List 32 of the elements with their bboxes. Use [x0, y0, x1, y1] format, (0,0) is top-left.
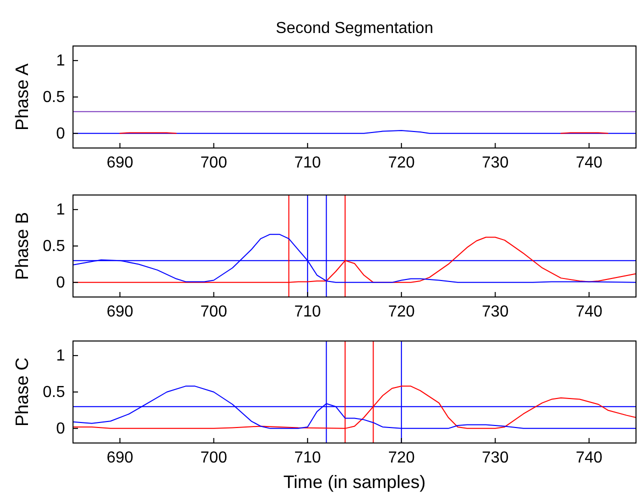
y-axis-title: Phase C [12, 357, 32, 427]
y-axis-title: Phase B [12, 212, 32, 280]
x-tick-label: 740 [576, 303, 603, 320]
x-tick-label: 720 [388, 154, 415, 172]
y-tick-label: 1 [56, 52, 66, 70]
y-tick-label: 0 [56, 274, 66, 292]
x-tick-label: 740 [576, 449, 603, 466]
chart-title: Second Segmentation [276, 20, 434, 37]
x-tick-label: 690 [106, 154, 134, 172]
x-tick-label: 730 [482, 154, 509, 172]
x-tick-label: 730 [482, 449, 509, 466]
x-tick-label: 700 [200, 154, 228, 172]
y-tick-label: 0.5 [42, 89, 66, 106]
x-tick-label: 710 [294, 154, 322, 172]
y-tick-label: 0 [56, 126, 66, 143]
x-axis-title: Time (in samples) [283, 472, 426, 492]
x-tick-label: 690 [106, 303, 134, 320]
y-tick-label: 0 [56, 420, 66, 438]
x-tick-label: 720 [388, 449, 415, 466]
x-tick-label: 730 [482, 303, 509, 320]
x-tick-label: 710 [294, 303, 322, 320]
x-tick-label: 710 [294, 449, 322, 466]
x-tick-label: 700 [200, 303, 228, 320]
y-axis-title: Phase A [12, 63, 32, 131]
y-tick-label: 1 [56, 202, 66, 219]
y-tick-label: 1 [56, 348, 66, 365]
x-tick-label: 720 [388, 303, 415, 320]
x-tick-label: 740 [576, 154, 603, 172]
y-tick-label: 0.5 [42, 384, 66, 402]
x-tick-label: 690 [106, 449, 134, 466]
y-tick-label: 0.5 [42, 238, 66, 256]
x-tick-label: 700 [200, 449, 228, 466]
